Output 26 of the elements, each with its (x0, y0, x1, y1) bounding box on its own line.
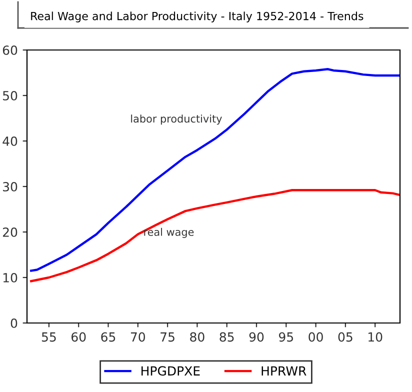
x-tick-label: 75 (160, 332, 174, 342)
annotation: labor productivity (131, 114, 222, 125)
annotation: real wage (144, 228, 194, 238)
x-tick-label: 90 (249, 332, 264, 342)
chart-title: Real Wage and Labor Productivity - Italy 1952-2014 - Trends (31, 12, 364, 22)
x-tick-label: 95 (278, 332, 294, 342)
y-tick-label: 20 (2, 227, 18, 237)
x-tick-label: 00 (308, 332, 323, 342)
x-tick-label: 60 (72, 332, 86, 342)
x-tick-label: 80 (190, 332, 204, 342)
x-tick-label: 70 (130, 332, 146, 342)
y-tick-label: 60 (2, 45, 18, 55)
y-tick-label: 40 (2, 136, 18, 146)
legend-label: HPGDPXE (142, 366, 200, 376)
y-tick-label: 30 (3, 182, 18, 192)
legend-label: HPRWR (262, 366, 306, 376)
x-tick-label: 65 (101, 332, 116, 342)
line-series (30, 189, 400, 282)
x-tick-label: 10 (368, 332, 382, 342)
x-tick-label: 05 (338, 332, 352, 342)
y-tick-label: 0 (10, 318, 18, 328)
y-tick-label: 10 (3, 272, 18, 282)
y-tick-label: 50 (3, 90, 18, 100)
x-tick-label: 85 (220, 332, 234, 342)
line-series (30, 68, 400, 272)
x-tick-label: 55 (42, 332, 56, 342)
